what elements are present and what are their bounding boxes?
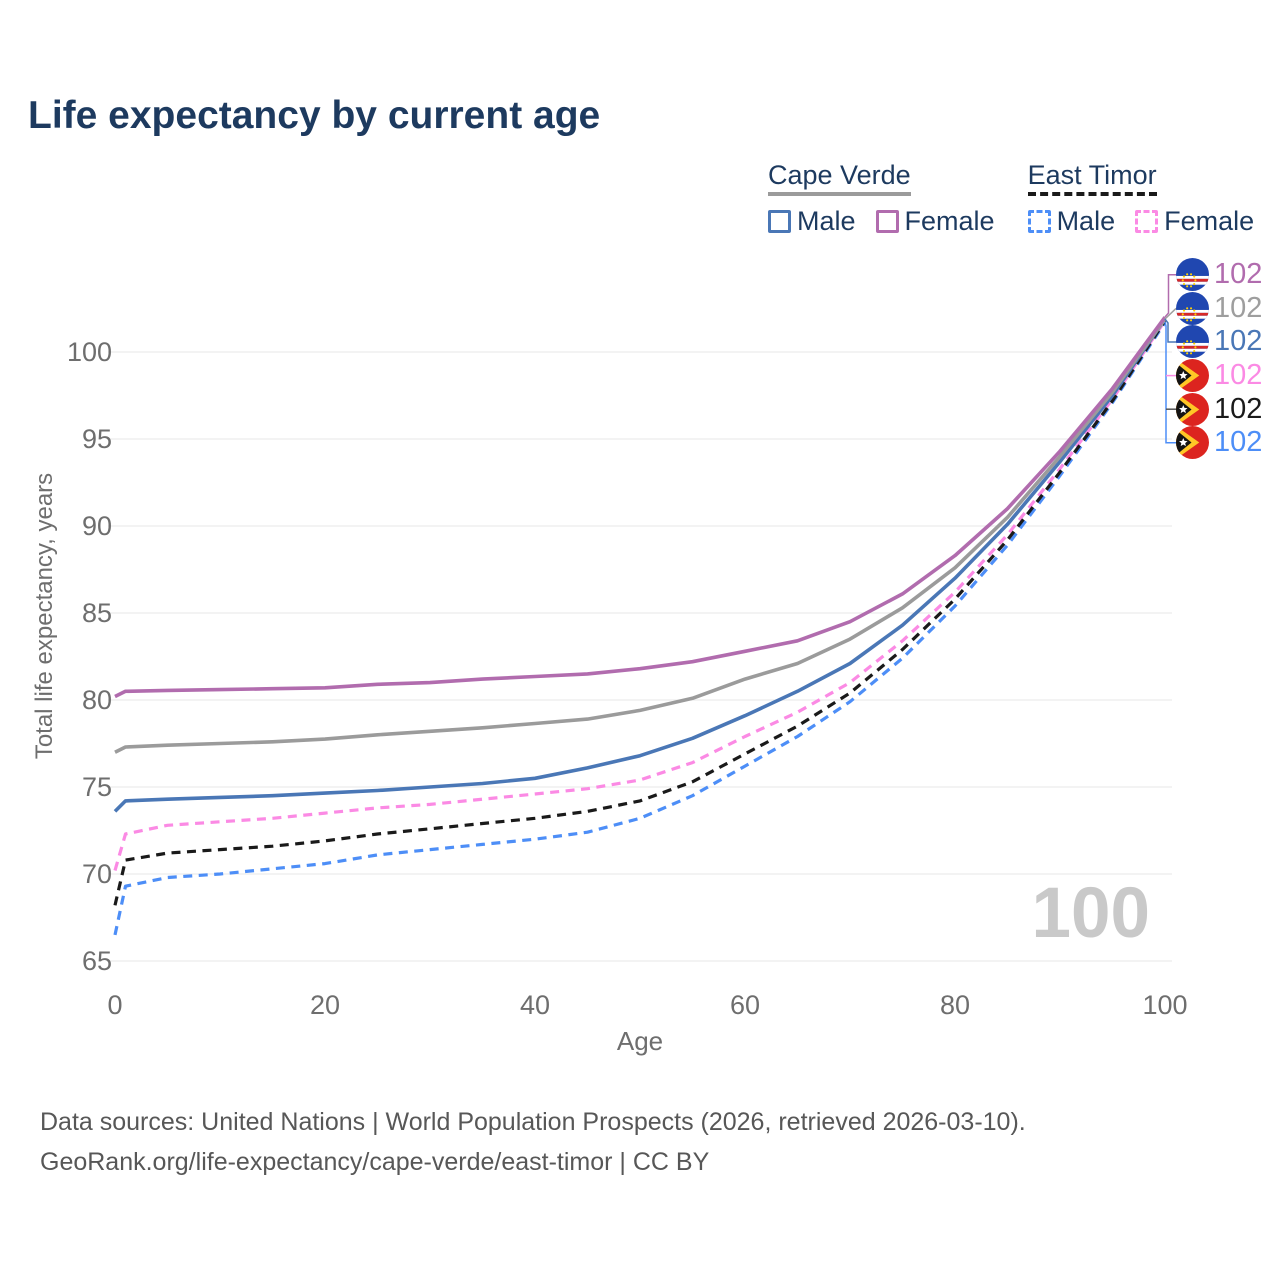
y-tick-label: 75	[82, 772, 112, 802]
legend-item[interactable]: Male	[1027, 206, 1116, 237]
y-tick-label: 85	[82, 598, 112, 628]
series-cape-verde-both-sexes	[114, 317, 1167, 754]
x-tick-label: 100	[1142, 990, 1187, 1020]
legend-item-label: Female	[1164, 206, 1255, 237]
end-label-row: 102	[1176, 392, 1262, 426]
legend: Cape Verde Male Female East Timor Male F…	[768, 161, 1254, 237]
end-label-row: 102	[1176, 291, 1263, 326]
line-chart: 65 70 75 80 85 90 95 100 0 20 40 60 80 100	[67, 274, 1188, 1020]
end-label-value: 102	[1214, 392, 1263, 425]
y-tick-label: 80	[82, 685, 112, 715]
x-tick-label: 20	[310, 990, 340, 1020]
legend-group-title[interactable]: Cape Verde	[768, 161, 911, 197]
series-east-timor-female	[113, 319, 1167, 871]
legend-item[interactable]: Female	[1135, 206, 1254, 237]
y-axis-title: Total life expectancy, years	[31, 472, 58, 760]
legend-item-label: Male	[1056, 206, 1116, 237]
cape-verde-flag-icon	[1176, 258, 1209, 292]
end-label-row: 102	[1176, 258, 1262, 292]
end-label-connector	[1164, 318, 1176, 343]
y-tick-label: 65	[82, 946, 112, 976]
end-label-row: 102	[1176, 426, 1262, 460]
legend-item-label: Female	[904, 206, 995, 237]
legend-swatch-icon	[875, 210, 899, 234]
series-east-timor-male	[113, 321, 1167, 936]
legend-swatch-icon	[768, 210, 791, 234]
east-timor-flag-icon	[1176, 359, 1209, 393]
legend-group: Cape Verde Male Female	[768, 161, 995, 237]
series-cape-verde-male	[113, 317, 1167, 813]
end-label-connector	[1164, 307, 1177, 320]
end-label-value: 102	[1214, 359, 1263, 392]
end-label-value: 102	[1214, 291, 1263, 324]
y-tick-label: 95	[82, 424, 112, 454]
x-tick-label: 40	[520, 990, 550, 1020]
end-label-row: 102	[1176, 359, 1262, 393]
end-label-value: 102	[1214, 426, 1263, 459]
cape-verde-flag-icon	[1176, 325, 1209, 359]
east-timor-flag-icon	[1176, 392, 1209, 426]
end-label-connector	[1164, 274, 1176, 318]
end-label-connector	[1164, 321, 1176, 444]
x-tick-label: 0	[107, 990, 122, 1020]
legend-group: East Timor Male Female	[1027, 161, 1254, 237]
y-tick-label: 100	[67, 337, 112, 367]
x-tick-label: 80	[940, 990, 970, 1020]
legend-group-items: Male Female	[1027, 206, 1254, 237]
legend-item-label: Male	[797, 206, 856, 237]
data-sources-note: Data sources: United Nations | World Pop…	[40, 1108, 1026, 1136]
legend-swatch-icon	[1135, 210, 1159, 234]
legend-item[interactable]: Female	[875, 206, 995, 237]
x-axis-title: Age	[616, 1026, 664, 1056]
x-tick-label: 60	[730, 990, 760, 1020]
cape-verde-flag-icon	[1176, 291, 1209, 325]
series-east-timor-both-sexes	[113, 319, 1167, 906]
chart-title: Life expectancy by current age	[28, 94, 601, 137]
legend-group-title[interactable]: East Timor	[1027, 161, 1157, 197]
end-label-value: 102	[1214, 325, 1263, 358]
legend-group-items: Male Female	[768, 206, 995, 237]
series-cape-verde-female	[114, 316, 1167, 699]
y-tick-label: 90	[82, 511, 112, 541]
legend-item[interactable]: Male	[768, 206, 856, 237]
end-label-value: 102	[1214, 258, 1263, 291]
legend-swatch-icon	[1027, 210, 1051, 234]
east-timor-flag-icon	[1176, 426, 1209, 460]
end-label-row: 102	[1176, 325, 1262, 359]
end-labels: 102 102 102 102 102	[1176, 258, 1262, 460]
age-counter-watermark: 100	[1031, 874, 1150, 953]
y-tick-label: 70	[82, 859, 112, 889]
attribution-note: GeoRank.org/life-expectancy/cape-verde/e…	[40, 1148, 710, 1176]
